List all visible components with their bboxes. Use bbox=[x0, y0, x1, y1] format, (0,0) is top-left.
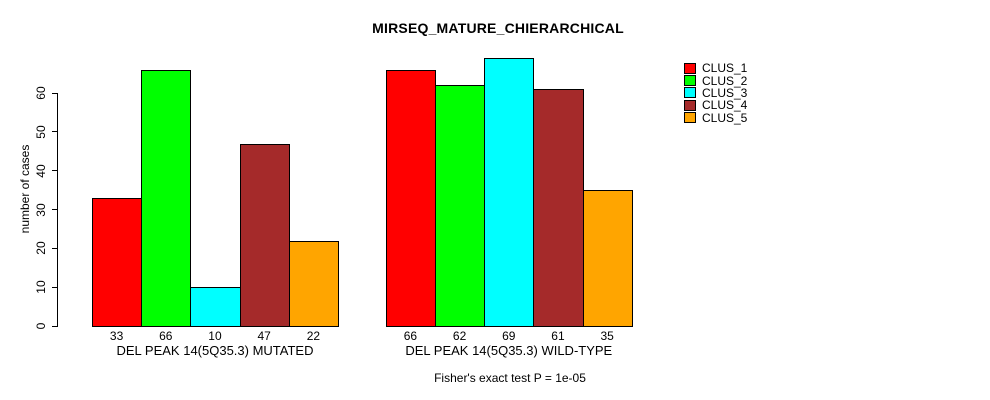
legend-item-clus_3: CLUS_3 bbox=[684, 87, 747, 99]
y-axis-tick-mark bbox=[51, 170, 58, 172]
bar-value-label: 33 bbox=[109, 329, 124, 343]
bar-value-label: 69 bbox=[502, 329, 516, 343]
bar-value-label: 22 bbox=[306, 329, 321, 343]
bar-clus_5 bbox=[582, 190, 633, 327]
y-axis-tick-label: 50 bbox=[34, 125, 48, 139]
y-axis-tick-mark bbox=[51, 209, 58, 211]
legend-swatch bbox=[684, 87, 696, 99]
bar-value-label: 66 bbox=[403, 329, 418, 343]
bar-clus_1 bbox=[92, 197, 143, 327]
group-label: DEL PEAK 14(5Q35.3) WILD-TYPE bbox=[405, 343, 613, 358]
y-axis-tick-label: 10 bbox=[34, 280, 48, 294]
bar-value-label: 35 bbox=[600, 329, 614, 343]
y-axis-tick-mark bbox=[51, 131, 58, 133]
legend-item-label: CLUS_1 bbox=[702, 61, 748, 76]
y-axis-tick-label: 60 bbox=[34, 86, 48, 100]
legend-item-label: CLUS_3 bbox=[702, 85, 748, 100]
legend: CLUS_1 CLUS_2 CLUS_3 CLUS_4 CLUS_5 bbox=[684, 62, 747, 124]
y-axis-tick-label: 40 bbox=[34, 164, 48, 178]
y-axis-tick-label: 30 bbox=[34, 202, 48, 217]
y-axis-tick-mark bbox=[51, 286, 58, 288]
chart-title: MIRSEQ_MATURE_CHIERARCHICAL bbox=[372, 20, 624, 36]
bar-clus_4 bbox=[239, 143, 290, 327]
bar-clus_2 bbox=[141, 69, 192, 327]
bar-clus_1 bbox=[385, 69, 436, 327]
legend-item-label: CLUS_5 bbox=[702, 110, 748, 125]
bar-clus_4 bbox=[533, 89, 584, 327]
bar-value-label: 10 bbox=[208, 329, 222, 343]
legend-item-clus_2: CLUS_2 bbox=[684, 73, 748, 88]
y-axis-tick-label: 20 bbox=[34, 241, 48, 256]
legend-item-clus_5: CLUS_5 bbox=[684, 112, 747, 124]
bar-value-label: 66 bbox=[159, 329, 173, 343]
bar-value-label: 62 bbox=[452, 329, 467, 343]
bar-clus_2 bbox=[435, 85, 486, 327]
bar-clus_5 bbox=[288, 240, 339, 327]
legend-item-label: CLUS_4 bbox=[702, 98, 748, 113]
group-label: DEL PEAK 14(5Q35.3) MUTATED bbox=[116, 343, 314, 358]
bar-clus_3 bbox=[190, 287, 241, 327]
fisher-test-caption: Fisher's exact test P = 1e-05 bbox=[434, 371, 586, 385]
legend-item-clus_4: CLUS_4 bbox=[684, 99, 747, 111]
legend-item-label: CLUS_2 bbox=[702, 73, 748, 88]
legend-swatch bbox=[684, 75, 696, 87]
y-axis-line bbox=[57, 93, 58, 326]
y-axis-tick-mark bbox=[51, 325, 58, 327]
bar-value-label: 61 bbox=[551, 329, 565, 343]
legend-swatch bbox=[684, 62, 696, 74]
y-axis-tick-mark bbox=[51, 247, 58, 249]
legend-swatch bbox=[684, 99, 696, 111]
y-axis-title: number of cases bbox=[18, 144, 32, 234]
bar-value-label: 47 bbox=[257, 329, 271, 343]
legend-item-clus_1: CLUS_1 bbox=[684, 62, 747, 74]
bar-clus_3 bbox=[484, 58, 535, 327]
legend-swatch bbox=[684, 112, 696, 124]
y-axis-tick-label: 0 bbox=[34, 322, 48, 330]
y-axis-tick-mark bbox=[51, 92, 58, 94]
